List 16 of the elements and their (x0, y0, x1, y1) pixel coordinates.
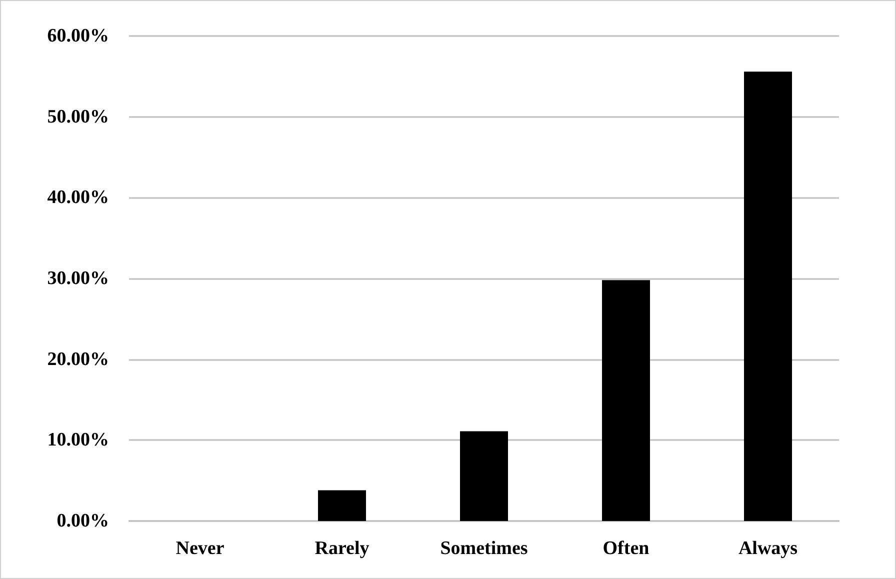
bar (602, 280, 650, 521)
bar (744, 72, 792, 521)
x-tick-label: Rarely (314, 538, 370, 559)
y-tick-label: 30.00% (47, 268, 109, 289)
x-tick-label: Never (176, 538, 225, 559)
y-tick-label: 60.00% (47, 26, 109, 46)
y-tick-label: 10.00% (47, 430, 109, 451)
bar (460, 431, 508, 521)
y-tick-label: 20.00% (47, 348, 109, 370)
x-tick-label: Sometimes (440, 538, 528, 559)
x-tick-label: Often (602, 538, 650, 559)
y-tick-label: 50.00% (47, 106, 109, 128)
y-tick-label: 40.00% (47, 187, 109, 208)
x-tick-label: Always (738, 538, 798, 559)
y-tick-label: 0.00% (56, 510, 109, 532)
bar (318, 490, 366, 521)
